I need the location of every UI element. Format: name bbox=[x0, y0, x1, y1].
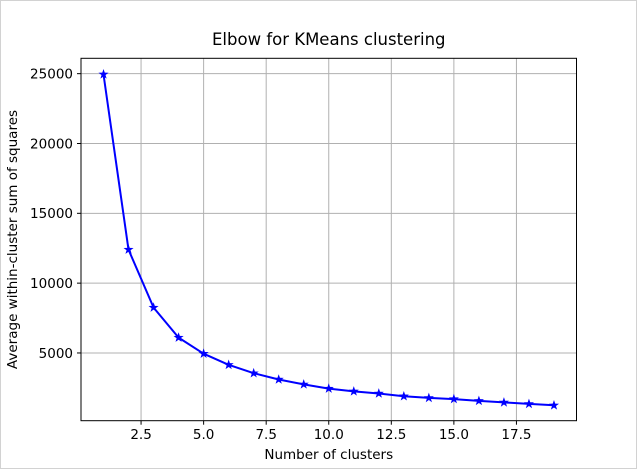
data-point-marker bbox=[123, 244, 134, 254]
data-point-marker bbox=[448, 393, 459, 404]
data-point-marker bbox=[473, 395, 484, 406]
data-point-marker bbox=[423, 392, 434, 403]
data-point-marker bbox=[498, 397, 509, 407]
x-tick-label: 10.0 bbox=[314, 427, 344, 443]
data-point-marker bbox=[223, 359, 234, 370]
data-point-marker bbox=[348, 386, 359, 396]
data-point-marker bbox=[548, 400, 560, 410]
x-tick-label: 17.5 bbox=[501, 427, 531, 443]
y-tick-label: 5000 bbox=[39, 346, 73, 362]
data-point-marker bbox=[373, 388, 384, 398]
x-tick-label: 2.5 bbox=[130, 427, 151, 443]
y-axis-label: Average within-cluster sum of squares bbox=[5, 110, 21, 369]
data-point-marker bbox=[173, 332, 184, 342]
x-tick-label: 7.5 bbox=[255, 427, 276, 443]
axes-border bbox=[80, 57, 577, 422]
y-tick-label: 25000 bbox=[30, 66, 73, 82]
x-tick-label: 12.5 bbox=[376, 427, 406, 443]
data-point-marker bbox=[198, 348, 209, 358]
data-point-marker bbox=[148, 302, 159, 312]
y-tick-label: 20000 bbox=[30, 136, 73, 152]
chart-title: Elbow for KMeans clustering bbox=[212, 30, 446, 49]
y-tick-label: 10000 bbox=[30, 276, 73, 292]
data-point-marker bbox=[323, 383, 334, 393]
x-tick-label: 5.0 bbox=[193, 427, 214, 443]
data-point-marker bbox=[398, 390, 409, 401]
data-point-marker bbox=[273, 374, 284, 384]
x-tick-label: 15.0 bbox=[439, 427, 469, 443]
y-tick-label: 15000 bbox=[30, 206, 73, 222]
x-axis-label: Number of clusters bbox=[264, 447, 393, 463]
data-point-marker bbox=[98, 69, 109, 79]
data-point-marker bbox=[248, 367, 259, 378]
data-point-marker bbox=[298, 379, 309, 389]
data-point-marker bbox=[523, 398, 534, 409]
